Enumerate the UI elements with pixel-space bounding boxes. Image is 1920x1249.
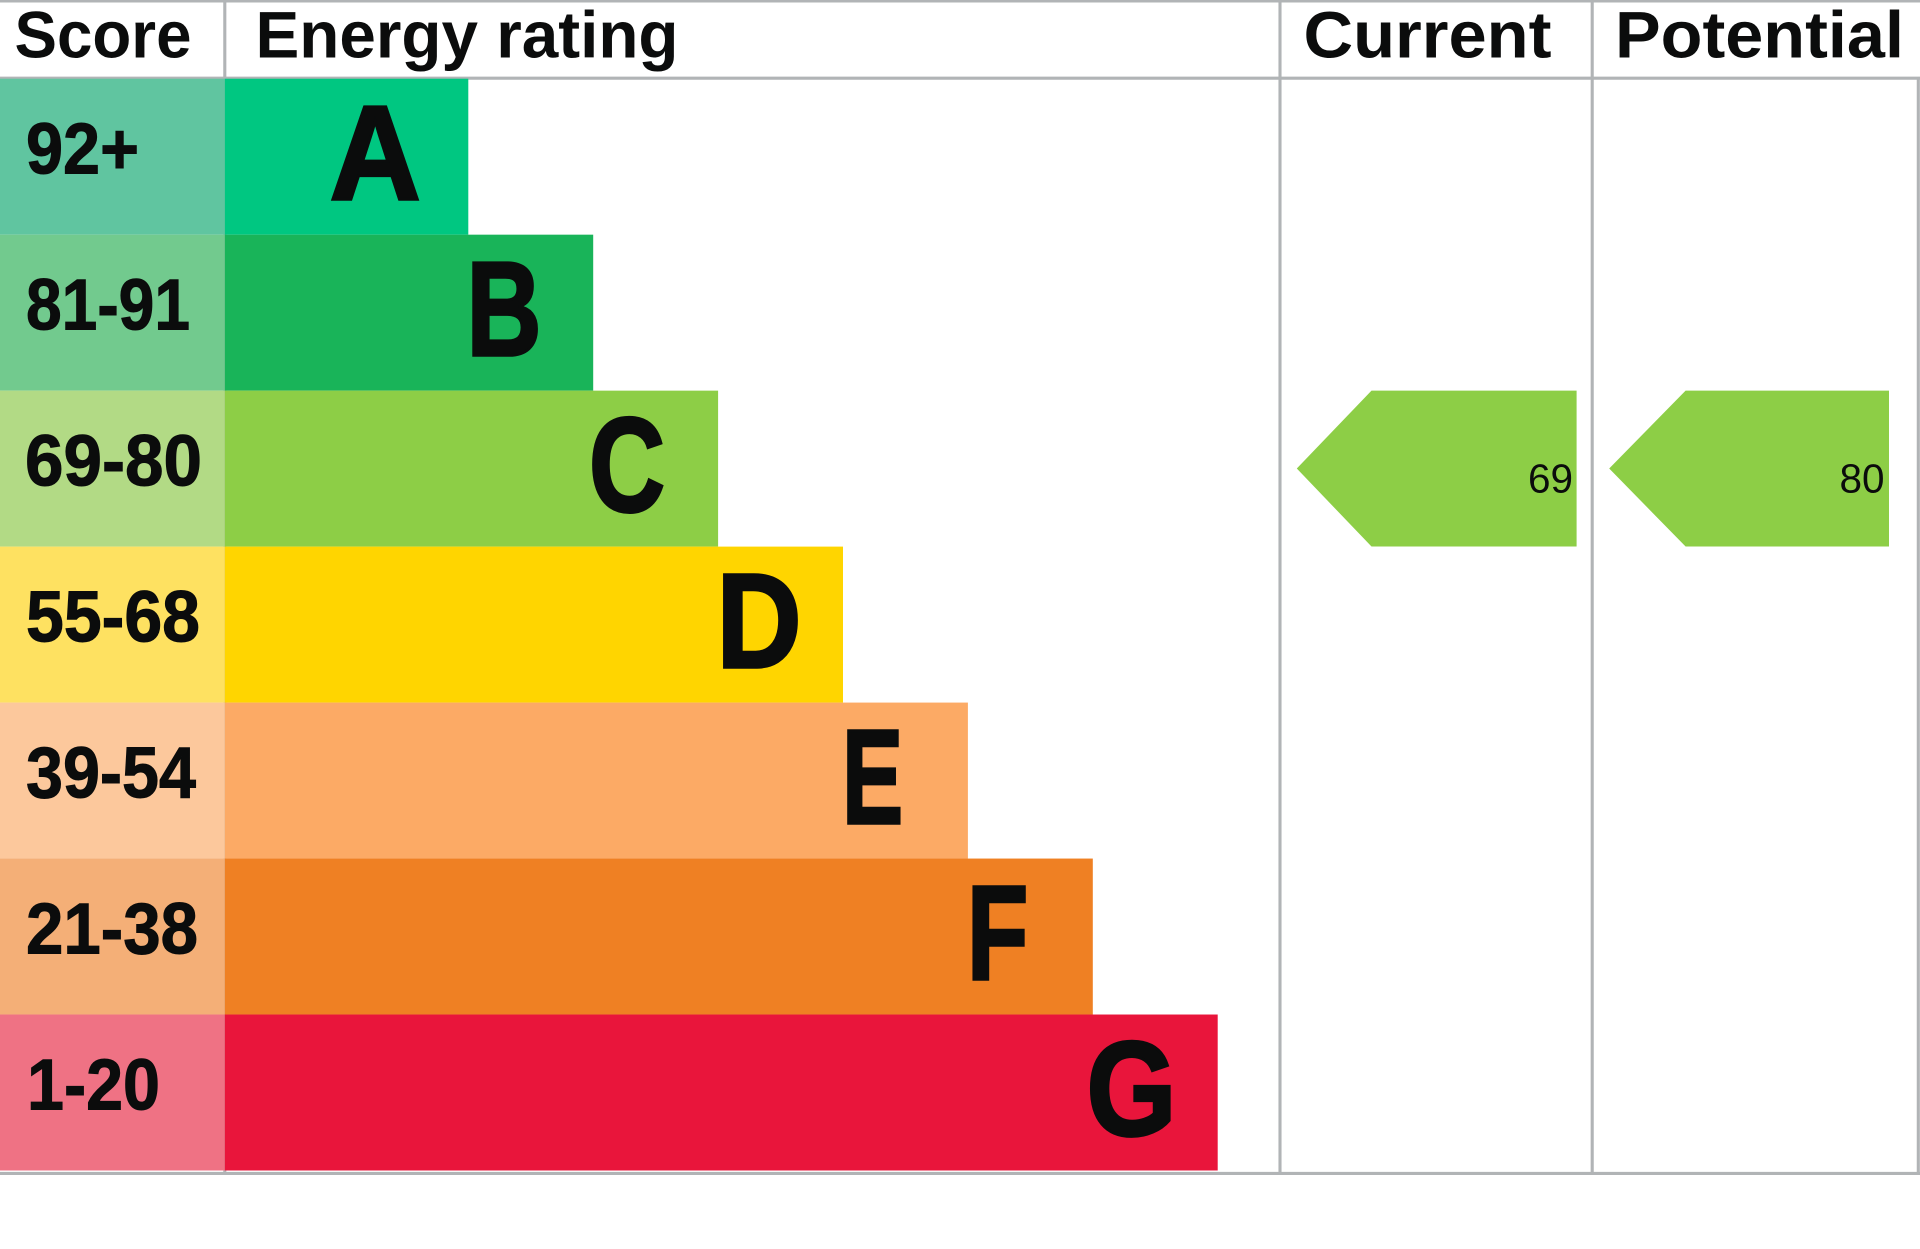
svg-text:G: G [1087, 1014, 1177, 1164]
svg-text:Energy rating: Energy rating [256, 0, 679, 72]
svg-text:C: C [589, 390, 665, 540]
svg-text:B: B [467, 234, 542, 384]
svg-text:80: 80 [1839, 455, 1884, 501]
svg-text:81-91: 81-91 [26, 265, 190, 346]
svg-text:39-54: 39-54 [26, 733, 197, 814]
svg-text:F: F [967, 858, 1029, 1008]
svg-text:E: E [842, 702, 903, 852]
svg-text:D: D [717, 546, 802, 696]
svg-text:69: 69 [1528, 455, 1573, 501]
svg-text:55-68: 55-68 [26, 577, 200, 658]
svg-text:21-38: 21-38 [26, 889, 198, 970]
svg-text:Current: Current [1304, 0, 1552, 72]
svg-text:92+: 92+ [26, 109, 139, 190]
svg-text:1-20: 1-20 [27, 1045, 160, 1126]
svg-text:Score: Score [15, 0, 192, 72]
svg-text:A: A [330, 78, 421, 228]
svg-text:Potential: Potential [1615, 0, 1904, 72]
svg-text:69-80: 69-80 [25, 421, 202, 502]
